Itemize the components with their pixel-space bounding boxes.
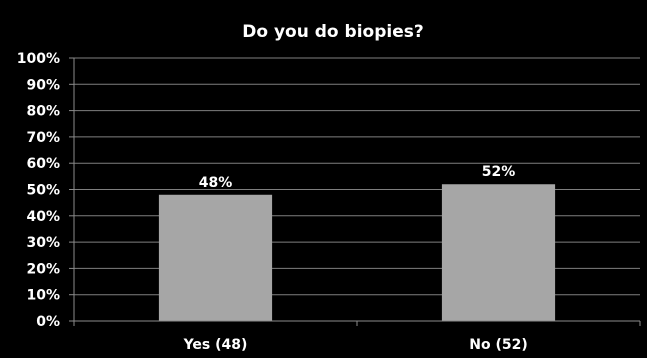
- y-tick-label: 20%: [26, 261, 60, 277]
- y-tick-label: 50%: [26, 183, 60, 199]
- data-labels: 48% 52%: [199, 164, 516, 191]
- y-tick-label: 100%: [17, 51, 60, 67]
- x-tick-label: Yes (48): [183, 337, 248, 353]
- bars: [158, 184, 556, 321]
- data-label: 48%: [199, 175, 233, 191]
- x-axis-tick-labels: Yes (48) No (52): [183, 337, 528, 353]
- chart-title: Do you do biopies?: [242, 22, 423, 42]
- x-tick-label: No (52): [469, 337, 528, 353]
- y-tick-label: 0%: [36, 314, 60, 330]
- y-tick-label: 10%: [26, 288, 60, 304]
- y-axis-tick-labels: 0% 10% 20% 30% 40% 50% 60% 70% 80% 90% 100%: [17, 51, 60, 330]
- y-tick-label: 30%: [26, 235, 60, 251]
- y-tick-label: 70%: [26, 130, 60, 146]
- bar: [441, 184, 556, 321]
- y-tick-label: 90%: [26, 77, 60, 93]
- y-tick-label: 80%: [26, 104, 60, 120]
- y-tick-label: 40%: [26, 209, 60, 225]
- y-tick-label: 60%: [26, 156, 60, 172]
- bar: [158, 194, 273, 321]
- data-label: 52%: [482, 164, 516, 180]
- axes: [69, 57, 641, 326]
